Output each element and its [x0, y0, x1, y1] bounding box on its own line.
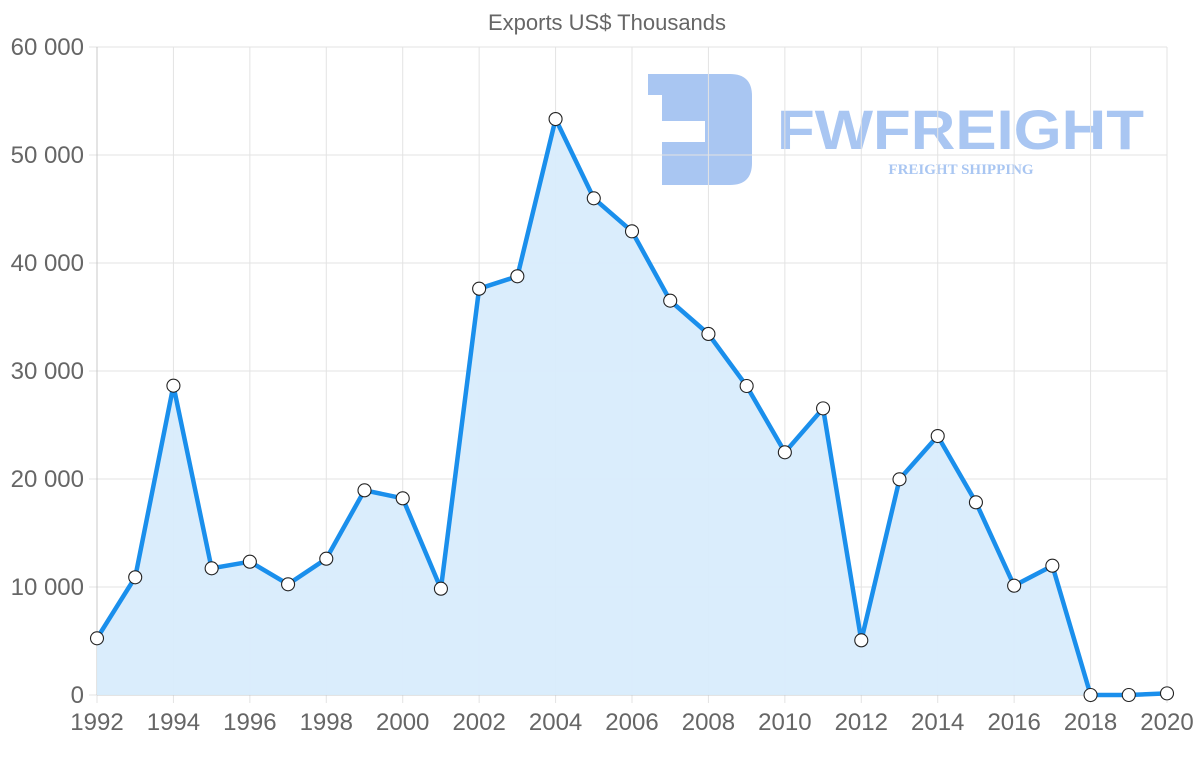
x-tick-label: 2020 [1140, 709, 1193, 736]
watermark-tagline-text: FREIGHT SHIPPING [888, 162, 1033, 178]
fwfreight-logo-icon [648, 74, 752, 185]
x-tick-label: 2000 [376, 709, 429, 736]
y-tick-label: 50 000 [11, 142, 84, 169]
y-axis: 0 10 000 20 000 30 000 40 000 50 000 60 000 [11, 34, 84, 709]
y-tick-label: 40 000 [11, 250, 84, 277]
data-point[interactable]: 1997: 10250 [281, 577, 296, 592]
data-point[interactable]: 2013: 19970 [892, 472, 907, 487]
data-point[interactable]: 1999: 18950 [357, 483, 372, 498]
data-point[interactable]: 2003: 38770 [510, 269, 525, 284]
x-tick-label: 2006 [605, 709, 658, 736]
data-point[interactable]: 1994: 28640 [166, 378, 181, 393]
x-tick-label: 2014 [911, 709, 964, 736]
data-point[interactable]: 2011: 26540 [816, 401, 831, 416]
x-tick-label: 1992 [70, 709, 123, 736]
data-point[interactable]: 2006: 42930 [624, 224, 640, 239]
x-axis: 1992 1994 1996 1998 2000 2002 2004 2006 2008 2010… [70, 709, 1193, 736]
data-point[interactable]: 2019: 0 [1121, 687, 1136, 703]
x-tick-label: 2004 [529, 709, 582, 736]
data-point[interactable]: 2000: 18210 [395, 491, 410, 506]
data-point[interactable]: 2012: 5060 [854, 633, 869, 648]
area-fill [97, 119, 1167, 695]
x-tick-label: 2010 [758, 709, 811, 736]
y-tick-label: 60 000 [11, 34, 84, 61]
data-point[interactable]: 2007: 36510 [663, 293, 678, 308]
data-point[interactable]: 2016: 10120 [1007, 578, 1022, 593]
data-point[interactable]: 1996: 12340 [242, 554, 257, 569]
x-tick-label: 1994 [147, 709, 200, 736]
data-point[interactable]: 2002: 37620 [472, 281, 487, 296]
data-point[interactable]: 1992: 5250 [89, 631, 105, 646]
watermark-brand-text: FWFREIGHT [777, 98, 1144, 161]
chart-data-points: 1992: 5250 1993: 10900 1994: 28640 1995: 11… [89, 111, 1175, 703]
x-tick-label: 2012 [835, 709, 888, 736]
y-tick-label: 0 [71, 682, 84, 709]
fwfreight-watermark-logo: FWFREIGHT FREIGHT SHIPPING [648, 74, 1144, 185]
x-tick-label: 1998 [300, 709, 353, 736]
data-point[interactable]: 1998: 12620 [319, 551, 334, 566]
data-point[interactable]: 2020: 150 [1159, 686, 1175, 701]
chart-title: Exports US$ Thousands [488, 10, 726, 35]
chart-area-fill [97, 119, 1167, 695]
data-point[interactable]: 1993: 10900 [128, 570, 143, 585]
data-point[interactable]: 2018: 0 [1083, 687, 1098, 703]
x-tick-label: 2018 [1064, 709, 1117, 736]
data-point[interactable]: 2001: 9840 [433, 581, 448, 596]
data-point[interactable]: 2004: 53330 [548, 111, 563, 127]
x-tick-label: 2008 [682, 709, 735, 736]
x-tick-label: 2016 [987, 709, 1040, 736]
data-point[interactable]: 2014: 23980 [930, 428, 945, 444]
data-point[interactable]: 2009: 28610 [739, 378, 754, 394]
data-point[interactable]: 2008: 33430 [701, 326, 716, 342]
data-point[interactable]: 1995: 11730 [204, 561, 219, 576]
y-tick-label: 20 000 [11, 466, 84, 493]
y-tick-label: 30 000 [11, 358, 84, 385]
data-point[interactable]: 2005: 45990 [586, 191, 601, 206]
x-tick-label: 2002 [452, 709, 505, 736]
y-tick-label: 10 000 [11, 574, 84, 601]
x-tick-label: 1996 [223, 709, 276, 736]
data-point[interactable]: 2015: 17840 [968, 495, 983, 510]
data-point[interactable]: 2017: 11970 [1045, 558, 1060, 573]
data-point[interactable]: 2010: 22470 [777, 445, 792, 460]
